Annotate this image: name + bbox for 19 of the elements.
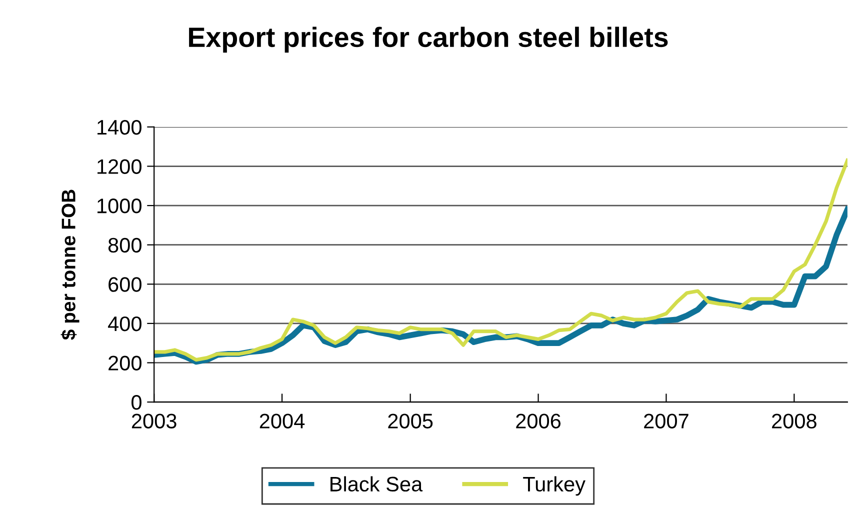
y-tick-label: 1000 bbox=[98, 198, 142, 214]
y-tick-label: 800 bbox=[108, 238, 142, 253]
chart-title: Export prices for carbon steel billets bbox=[189, 26, 668, 53]
y-tick-label: 0 bbox=[132, 395, 142, 410]
y-tick-label: 600 bbox=[108, 277, 142, 292]
y-tick-label: 1200 bbox=[98, 159, 142, 174]
x-tick-label: 2004 bbox=[260, 414, 305, 428]
x-tick-label: 2003 bbox=[132, 414, 176, 428]
x-tick-label: 2006 bbox=[516, 414, 561, 428]
x-tick-label: 2005 bbox=[388, 414, 433, 428]
legend-label: Black Sea bbox=[330, 476, 423, 492]
legend-label: Turkey bbox=[523, 476, 586, 496]
line-series bbox=[154, 158, 848, 362]
y-tick-label: 400 bbox=[108, 316, 142, 332]
y-axis-title: $ per tonne FOB bbox=[60, 190, 80, 340]
y-tick-label: 1400 bbox=[98, 120, 142, 135]
y-tick-label: 200 bbox=[108, 356, 142, 370]
x-tick-label: 2008 bbox=[772, 414, 816, 428]
x-tick-label: 2007 bbox=[644, 414, 688, 428]
